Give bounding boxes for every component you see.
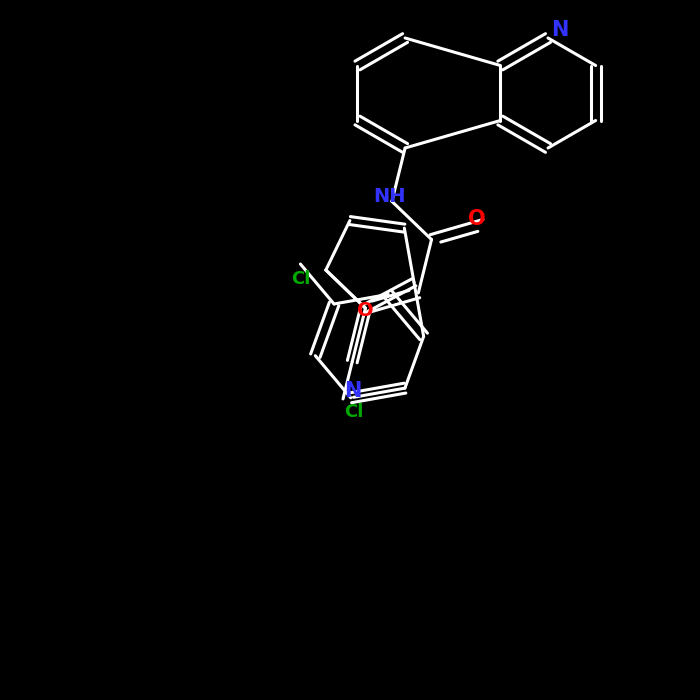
Text: O: O: [357, 301, 374, 320]
Text: NH: NH: [374, 187, 406, 206]
Text: Cl: Cl: [344, 403, 363, 421]
Text: Cl: Cl: [290, 270, 310, 288]
Text: O: O: [468, 209, 485, 230]
Text: N: N: [552, 20, 568, 40]
Text: N: N: [344, 381, 362, 401]
